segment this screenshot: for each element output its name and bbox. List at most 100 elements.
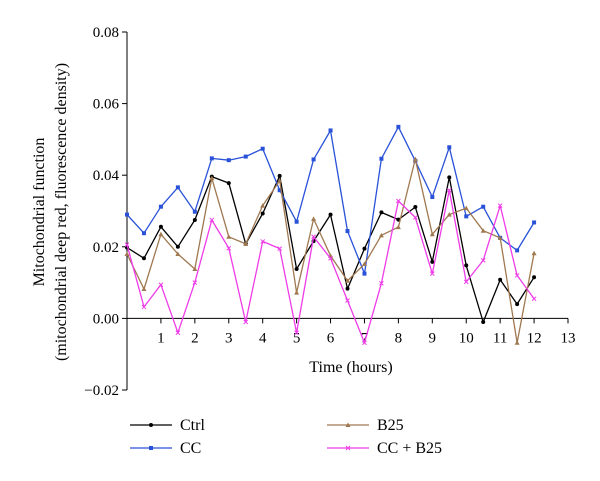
x-tick-label: 3	[225, 330, 233, 346]
data-point	[447, 175, 452, 180]
series-cc	[125, 124, 537, 276]
data-point	[463, 279, 469, 285]
legend-label: CC + B25	[377, 440, 442, 457]
legend-label: Ctrl	[180, 417, 205, 434]
data-point	[430, 195, 435, 200]
data-point	[413, 205, 418, 210]
x-tick-label: 1	[157, 330, 165, 346]
data-point	[175, 330, 181, 336]
data-point	[277, 188, 282, 193]
data-point	[209, 217, 215, 223]
data-point	[362, 246, 367, 251]
axes: −0.020.000.020.040.060.081 2 3 4 5 6 7 8 9 10 11 12…	[84, 25, 575, 399]
data-point	[192, 209, 197, 214]
data-point	[277, 178, 283, 183]
x-tick-label: 4	[259, 330, 267, 346]
data-point	[260, 203, 266, 208]
data-point	[294, 219, 299, 224]
data-point	[379, 210, 384, 215]
data-point	[480, 228, 486, 233]
data-point	[429, 231, 435, 237]
data-point	[497, 203, 503, 208]
y-tick-label: 0.02	[93, 240, 119, 256]
data-point	[328, 212, 333, 217]
series-b25	[124, 156, 537, 345]
data-point	[430, 259, 435, 264]
data-point	[412, 215, 418, 220]
series-ctrl	[125, 173, 537, 324]
y-axis-title-line-1: Mitochondrial function	[31, 138, 48, 287]
data-point	[345, 278, 350, 283]
data-point	[532, 275, 537, 280]
data-point	[294, 330, 299, 336]
x-tick-label: 7	[361, 330, 369, 346]
legend-marker	[345, 422, 351, 427]
legend-marker	[149, 423, 153, 427]
data-point	[345, 229, 350, 234]
data-point	[260, 146, 265, 151]
y-tick-label: 0.00	[93, 311, 119, 327]
data-point	[141, 231, 146, 236]
data-point	[463, 205, 469, 211]
data-point	[158, 231, 164, 237]
data-point	[481, 204, 486, 209]
data-point	[396, 124, 401, 129]
data-point	[378, 232, 384, 238]
data-point	[141, 286, 147, 292]
legend-item-b25: B25	[327, 417, 404, 434]
data-point	[345, 298, 350, 303]
data-point	[141, 256, 146, 261]
legend-marker	[149, 446, 153, 450]
data-point	[311, 157, 316, 162]
data-point	[175, 185, 180, 190]
legend: Ctrl CC B25 CC + B25	[130, 417, 442, 457]
legend-item-cc: CC	[130, 440, 201, 457]
data-point	[243, 241, 249, 246]
data-point	[311, 234, 316, 240]
series-cc-b25	[124, 187, 537, 346]
data-point	[361, 261, 367, 266]
data-point	[192, 217, 197, 222]
data-point	[345, 286, 350, 291]
y-tick-label: 0.04	[93, 168, 120, 184]
data-point	[514, 340, 520, 345]
data-point	[531, 296, 537, 302]
data-point	[294, 266, 299, 271]
x-tick-label: 6	[327, 330, 335, 346]
legend-item-ctrl: Ctrl	[130, 417, 205, 434]
x-tick-label: 12	[527, 330, 542, 346]
data-point	[412, 156, 418, 162]
data-point	[311, 216, 317, 221]
data-point	[294, 290, 300, 295]
data-point	[515, 248, 520, 253]
data-point	[481, 319, 486, 324]
series-layer	[124, 124, 537, 346]
data-point	[514, 273, 520, 278]
x-tick-label: 9	[429, 330, 437, 346]
data-point	[277, 173, 282, 178]
data-point	[226, 245, 232, 251]
y-tick-label: 0.08	[93, 25, 119, 41]
data-point	[328, 128, 333, 133]
data-point	[532, 220, 537, 225]
y-tick-label: 0.06	[93, 97, 120, 113]
data-point	[260, 239, 266, 244]
data-point	[192, 266, 198, 271]
data-point	[515, 302, 520, 307]
data-point	[328, 255, 333, 261]
data-point	[446, 212, 452, 217]
legend-label: B25	[377, 417, 404, 434]
data-point	[158, 282, 164, 288]
series-line-cc	[126, 126, 535, 275]
data-point	[141, 304, 147, 310]
data-point	[379, 280, 384, 286]
x-tick-label: 2	[191, 330, 199, 346]
data-point	[226, 234, 232, 239]
data-point	[260, 211, 265, 216]
x-axis-title: Time (hours)	[309, 359, 392, 376]
data-point	[447, 145, 452, 150]
data-point	[480, 258, 486, 263]
legend-item-cc-b25: CC + B25	[327, 440, 442, 457]
data-point	[429, 271, 435, 277]
